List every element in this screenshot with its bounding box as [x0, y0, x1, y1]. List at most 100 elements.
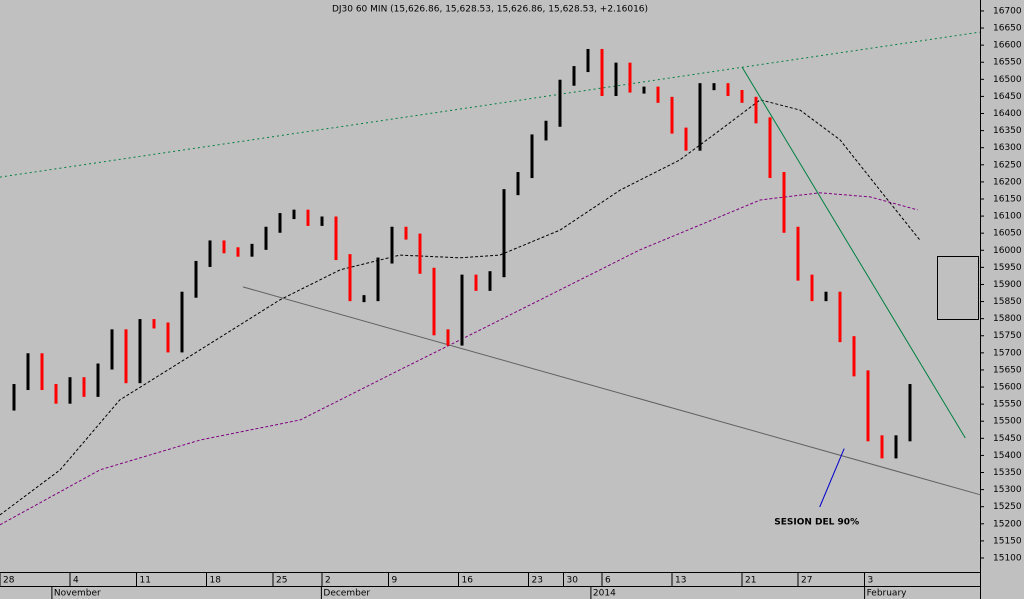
- y-tick-label: 15500: [993, 417, 1022, 427]
- x-tick-label: 27: [801, 576, 812, 586]
- y-tick-label: 15300: [993, 485, 1022, 495]
- y-tick-label: 15450: [993, 434, 1022, 444]
- y-tick-label: 16150: [993, 194, 1022, 204]
- price-bar: [362, 295, 366, 303]
- trend-line: [0, 31, 981, 178]
- price-bar: [824, 291, 828, 302]
- trend-line: [741, 66, 966, 439]
- x-tick-label: 13: [675, 576, 686, 586]
- price-bar: [754, 96, 758, 124]
- y-tick-label: 16700: [993, 6, 1022, 16]
- price-bar: [894, 435, 898, 459]
- y-tick-label: 15750: [993, 331, 1022, 341]
- y-tick-label: 16400: [993, 109, 1022, 119]
- price-bar: [12, 384, 16, 411]
- y-tick-label: 15900: [993, 280, 1022, 290]
- moving-average: [0, 192, 918, 526]
- price-bar: [516, 172, 520, 196]
- price-bar: [166, 322, 170, 353]
- x-tick-label: 11: [140, 576, 151, 586]
- price-bar: [838, 291, 842, 343]
- y-tick-label: 15400: [993, 451, 1022, 461]
- month-label: February: [867, 589, 908, 599]
- price-bar: [138, 319, 142, 384]
- y-tick-label: 15700: [993, 348, 1022, 358]
- price-bar: [194, 260, 198, 298]
- trend-line: [242, 286, 981, 496]
- price-bar: [908, 384, 912, 442]
- y-tick-label: 16300: [993, 143, 1022, 153]
- price-bar: [502, 189, 506, 278]
- x-tick-label: 6: [605, 576, 611, 586]
- price-bar: [670, 96, 674, 134]
- price-bar: [530, 134, 534, 179]
- price-bar: [712, 83, 716, 91]
- price-bar: [376, 257, 380, 302]
- y-tick-label: 15550: [993, 400, 1022, 410]
- y-tick-label: 16350: [993, 126, 1022, 136]
- price-bar: [446, 329, 450, 346]
- box: [937, 256, 979, 320]
- price-bar: [586, 48, 590, 73]
- y-tick-label: 16450: [993, 92, 1022, 102]
- y-tick-label: 15200: [993, 519, 1022, 529]
- price-bar: [152, 319, 156, 329]
- y-tick-label: 16050: [993, 229, 1022, 239]
- price-bar: [628, 62, 632, 93]
- price-bar: [432, 267, 436, 336]
- x-tick-label: 30: [567, 576, 579, 586]
- price-bar: [348, 254, 352, 302]
- y-tick-label: 16100: [993, 212, 1022, 222]
- price-bar: [82, 377, 86, 397]
- price-bar: [292, 209, 296, 220]
- price-bar: [768, 117, 772, 179]
- y-tick-label: 16500: [993, 75, 1022, 85]
- price-bar: [642, 86, 646, 94]
- price-bar: [544, 120, 548, 141]
- y-tick-label: 16000: [993, 246, 1022, 256]
- price-bar: [96, 363, 100, 397]
- price-bar: [726, 83, 730, 96]
- x-tick-label: 28: [3, 576, 15, 586]
- y-tick-label: 15100: [993, 553, 1022, 563]
- y-tick-label: 15800: [993, 314, 1022, 324]
- month-label: December: [323, 589, 370, 599]
- price-bar: [866, 370, 870, 442]
- x-tick-label: 18: [210, 576, 222, 586]
- price-bar: [180, 291, 184, 353]
- price-bar: [124, 329, 128, 384]
- moving-average: [0, 99, 921, 516]
- price-bar: [264, 226, 268, 250]
- month-label: 2014: [593, 589, 616, 599]
- chart-title: DJ30 60 MIN (15,626.86, 15,628.53, 15,62…: [332, 5, 648, 15]
- price-bar: [460, 274, 464, 346]
- price-bar: [880, 435, 884, 459]
- price-bar: [740, 89, 744, 103]
- price-bar: [796, 226, 800, 281]
- month-label: November: [54, 589, 101, 599]
- price-bar: [558, 79, 562, 127]
- price-bar: [250, 243, 254, 257]
- price-bar: [68, 377, 72, 404]
- price-bar: [110, 329, 114, 370]
- x-tick-label: 25: [276, 576, 287, 586]
- price-bar: [572, 66, 576, 86]
- price-bar: [222, 240, 226, 254]
- price-bar: [684, 127, 688, 151]
- annotation-pointer: [819, 448, 845, 508]
- price-bar: [698, 83, 702, 151]
- price-bar: [474, 274, 478, 291]
- price-bar: [320, 216, 324, 226]
- y-tick-label: 16200: [993, 177, 1022, 187]
- price-bar: [390, 226, 394, 264]
- price-bar: [278, 213, 282, 233]
- y-tick-label: 15650: [993, 365, 1022, 375]
- y-tick-label: 15350: [993, 468, 1022, 478]
- y-tick-label: 15600: [993, 383, 1022, 393]
- price-bar: [54, 384, 58, 404]
- price-bar: [404, 226, 408, 240]
- price-bar: [614, 62, 618, 96]
- y-tick-label: 15250: [993, 502, 1022, 512]
- y-tick-label: 15850: [993, 297, 1022, 307]
- x-tick-label: 2: [325, 576, 331, 586]
